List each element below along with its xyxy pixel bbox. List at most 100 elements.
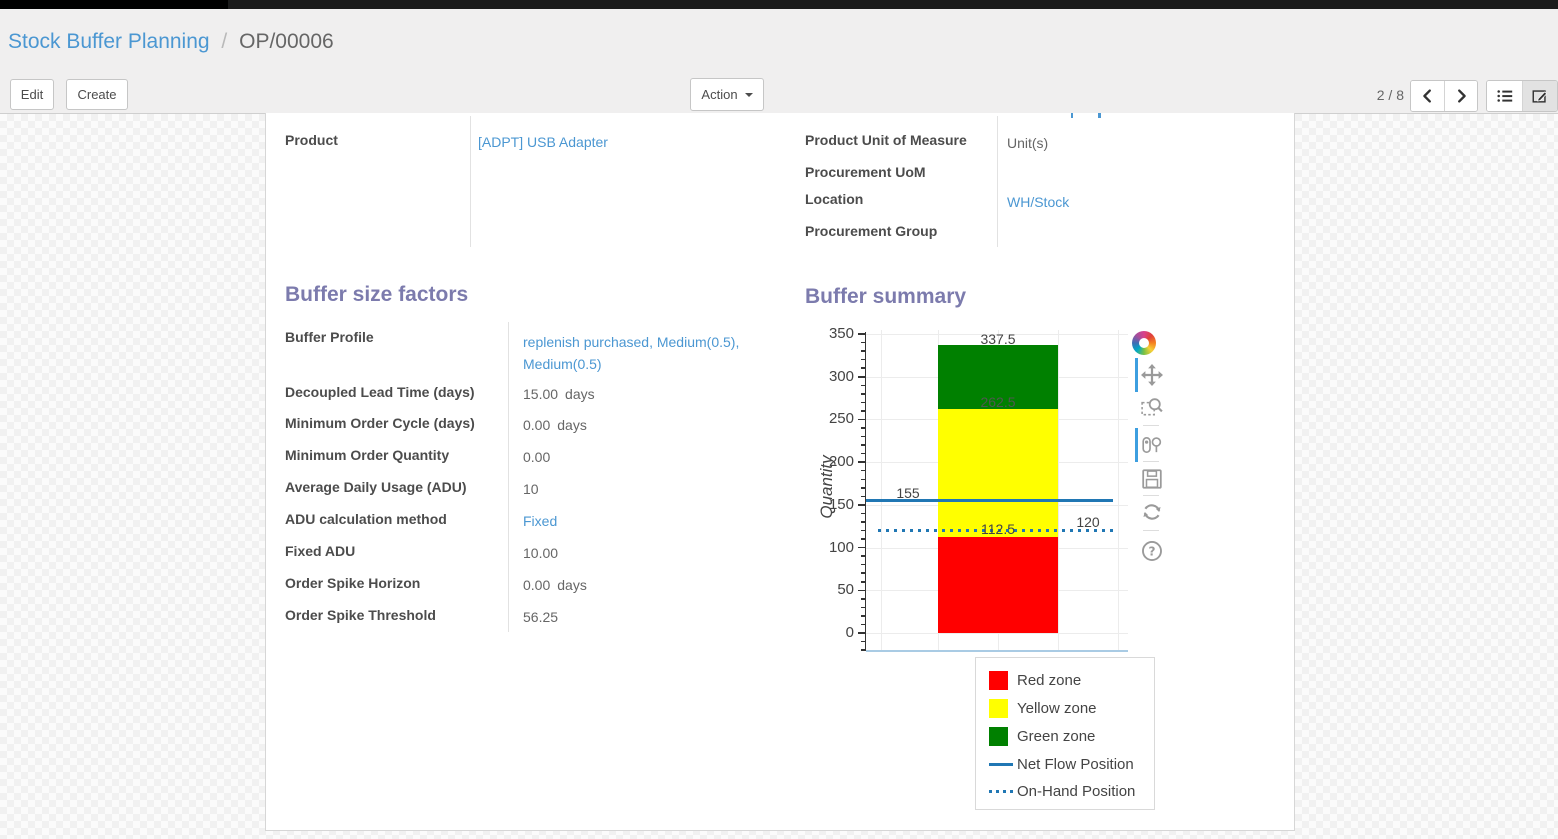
pan-icon[interactable]	[1141, 364, 1163, 386]
field-value[interactable]: Fixed	[523, 513, 558, 529]
modebar-divider	[1143, 530, 1159, 531]
form-view-button[interactable]	[1522, 81, 1557, 111]
breadcrumb-parent-link[interactable]: Stock Buffer Planning	[8, 30, 210, 53]
field-label: Procurement UoM	[805, 164, 926, 180]
chart-annotation: 262.5	[980, 393, 1016, 410]
y-tick-major	[858, 461, 866, 463]
pager-previous-button[interactable]	[1411, 81, 1444, 111]
legend-label: Yellow zone	[1017, 700, 1097, 717]
field-unit: days	[565, 386, 595, 402]
field-value-wrap: 10	[523, 481, 539, 499]
field-label: Product Unit of Measure	[805, 132, 967, 148]
y-tick-minor	[861, 512, 866, 515]
section-title-buffer-summary: Buffer summary	[805, 285, 967, 308]
legend-label: Green zone	[1017, 728, 1096, 745]
y-tick-minor	[861, 640, 866, 643]
y-tick-label: 150	[828, 495, 854, 513]
list-view-button[interactable]	[1487, 81, 1522, 111]
y-tick-minor	[861, 581, 866, 583]
field-value: 10.00	[523, 545, 559, 561]
y-tick-minor	[861, 495, 866, 498]
edit-button[interactable]: Edit	[10, 79, 54, 110]
field-value[interactable]: replenish purchased, Medium(0.5), Medium…	[523, 334, 740, 372]
save-icon[interactable]	[1141, 468, 1163, 490]
y-tick-minor	[861, 615, 866, 617]
legend-swatch	[989, 699, 1008, 718]
chevron-right-icon	[1458, 89, 1466, 103]
field-label: Procurement Group	[805, 223, 938, 239]
legend-swatch	[989, 790, 1015, 793]
y-tick-major	[858, 333, 866, 335]
field-value-wrap: 10.00	[523, 545, 558, 563]
y-tick-minor	[861, 623, 866, 626]
y-tick-major	[858, 589, 866, 591]
box-zoom-icon[interactable]	[1141, 396, 1163, 418]
pager-next-button[interactable]	[1444, 81, 1477, 111]
y-tick-label: 0	[845, 624, 854, 641]
y-tick-minor	[861, 410, 866, 412]
field-column-separator	[997, 116, 998, 247]
y-tick-minor	[861, 538, 866, 540]
legend-item-red-zone[interactable]: Red zone	[976, 670, 1154, 694]
y-tick-minor	[861, 598, 866, 600]
top-navbar	[0, 0, 1558, 9]
reset-axes-icon[interactable]	[1141, 501, 1163, 523]
y-axis-title: Quantity	[817, 455, 836, 519]
y-tick-minor	[861, 341, 866, 344]
field-column-separator	[470, 116, 471, 247]
field-value[interactable]: WH/Stock	[1007, 194, 1070, 210]
help-icon[interactable]: ?	[1141, 540, 1163, 562]
y-tick-major	[858, 504, 866, 506]
y-tick-major	[858, 376, 866, 378]
plotly-logo-icon[interactable]	[1132, 331, 1156, 355]
clipped-text-fragment	[1071, 113, 1073, 118]
chart-annotation: 337.5	[980, 330, 1016, 347]
breadcrumb-separator: /	[221, 30, 228, 53]
y-tick-major	[858, 546, 866, 549]
y-tick-major	[858, 418, 866, 421]
gridline-v	[1118, 330, 1119, 650]
chart-annotation: 120	[1076, 513, 1100, 530]
field-value: 0.00	[523, 449, 551, 465]
field-value: Unit(s)	[1007, 135, 1049, 151]
form-edit-icon	[1532, 90, 1548, 103]
y-tick-minor	[861, 384, 866, 386]
field-value-wrap: replenish purchased, Medium(0.5), Medium…	[523, 331, 778, 375]
compare-hover-icon[interactable]	[1141, 434, 1163, 456]
field-value-wrap: 56.25	[523, 609, 558, 627]
field-value[interactable]: [ADPT] USB Adapter	[478, 134, 608, 150]
legend-item-net-flow-position[interactable]: Net Flow Position	[976, 754, 1154, 778]
y-tick-label: 300	[828, 367, 854, 385]
create-button[interactable]: Create	[66, 79, 128, 110]
field-label: ADU calculation method	[285, 511, 447, 527]
breadcrumb-current: OP/00006	[239, 30, 334, 53]
legend-item-yellow-zone[interactable]: Yellow zone	[976, 698, 1154, 722]
gridline-v	[881, 330, 882, 650]
field-value-wrap: 0.00 days	[523, 577, 587, 595]
chart-annotation: 112.5	[981, 520, 1015, 537]
breadcrumb: Stock Buffer Planning / OP/00006	[8, 30, 334, 54]
y-tick-label: 350	[828, 325, 854, 342]
legend-item-green-zone[interactable]: Green zone	[976, 726, 1154, 750]
field-value: 0.00	[523, 417, 551, 433]
view-switcher	[1486, 80, 1558, 112]
y-tick-label: 250	[828, 410, 854, 428]
field-value-wrap: Fixed	[523, 513, 557, 531]
y-tick-minor	[861, 444, 866, 446]
field-value: 0.00	[523, 577, 551, 593]
y-tick-minor	[861, 358, 866, 361]
chart-legend: Red zone Yellow zone Green zone Net Flow Po…	[975, 657, 1155, 810]
modebar-divider	[1143, 425, 1159, 426]
legend-label: On-Hand Position	[1017, 783, 1136, 800]
y-tick-minor	[861, 401, 866, 404]
action-dropdown-button[interactable]: Action	[690, 78, 764, 111]
field-value: 15.00	[523, 386, 559, 402]
y-tick-label: 50	[837, 581, 854, 599]
legend-item-on-hand-position[interactable]: On-Hand Position	[976, 781, 1154, 805]
gridline-h	[866, 633, 1128, 634]
y-tick-minor	[861, 606, 866, 609]
y-tick-minor	[861, 393, 866, 395]
zone-bar-red	[938, 536, 1058, 633]
y-tick-minor	[861, 350, 866, 352]
